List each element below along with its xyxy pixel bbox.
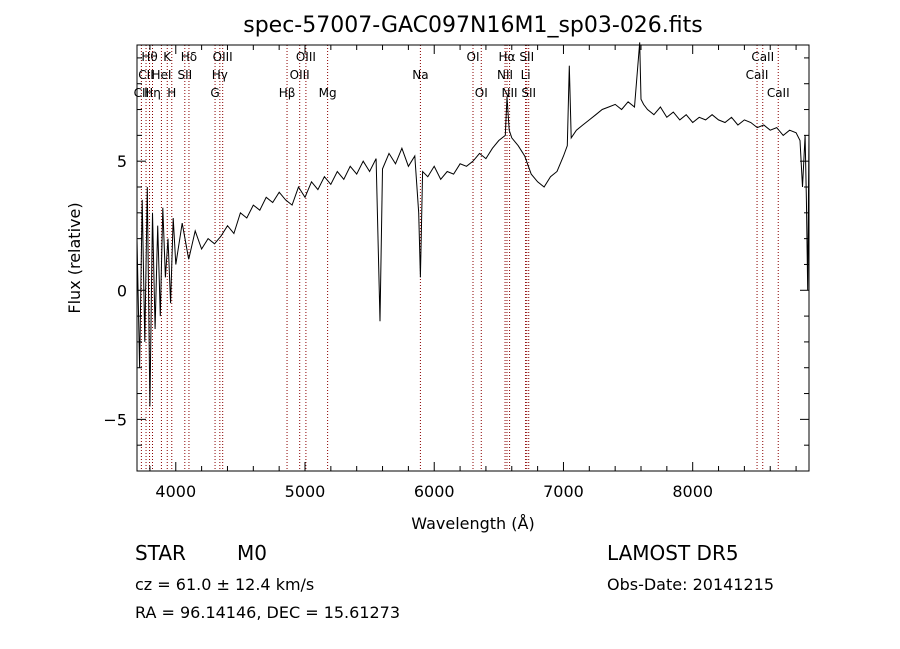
line-marker-label: OIII: [213, 50, 233, 64]
line-marker-label: Hδ: [181, 50, 197, 64]
survey-label: LAMOST DR5: [607, 541, 739, 565]
emission-line-markers: [140, 45, 779, 471]
x-tick-label: 6000: [414, 482, 455, 501]
y-tick-label: 5: [117, 152, 127, 171]
x-tick-label: 5000: [285, 482, 326, 501]
coordinates: RA = 96.14146, DEC = 15.61273: [135, 603, 401, 622]
x-axis-label: Wavelength (Å): [411, 514, 534, 533]
line-marker-label: Hβ: [279, 86, 296, 100]
line-marker-label: Hθ: [141, 50, 157, 64]
line-marker-label: CaII: [767, 86, 790, 100]
y-tick-label: 0: [117, 281, 127, 300]
line-marker-label: G: [210, 86, 219, 100]
x-tick-label: 4000: [155, 482, 196, 501]
line-marker-label: CII: [138, 68, 153, 82]
line-marker-label: SII: [177, 68, 192, 82]
line-marker-label: SII: [519, 50, 534, 64]
object-subclass: M0: [237, 541, 267, 565]
axis-ticks: 4000 5000 6000 7000 8000 −5 0 5: [103, 45, 809, 501]
emission-line-labels: CIICIIHθHηHeIKHSIIHδGHγOIIIHβOIIIOIIIMgN…: [134, 50, 790, 100]
line-marker-label: OI: [467, 50, 480, 64]
line-marker-label: OIII: [296, 50, 316, 64]
line-marker-label: Li: [521, 68, 531, 82]
line-marker-label: H: [167, 86, 176, 100]
line-marker-label: OI: [475, 86, 488, 100]
object-class: STAR: [135, 541, 186, 565]
line-marker-label: CaII: [751, 50, 774, 64]
line-marker-label: Hη: [144, 86, 161, 100]
line-marker-label: OIII: [290, 68, 310, 82]
cz-readout: cz = 61.0 ± 12.4 km/s: [135, 575, 315, 594]
line-marker-label: Mg: [319, 86, 337, 100]
y-axis-label: Flux (relative): [65, 202, 84, 313]
line-marker-label: Hα: [499, 50, 516, 64]
y-tick-label: −5: [103, 410, 127, 429]
line-marker-label: NII: [502, 86, 518, 100]
line-marker-label: K: [163, 50, 172, 64]
obs-date: Obs-Date: 20141215: [607, 575, 775, 594]
line-marker-label: CII: [134, 86, 149, 100]
chart-title: spec-57007-GAC097N16M1_sp03-026.fits: [243, 13, 703, 38]
x-tick-label: 7000: [543, 482, 584, 501]
x-tick-label: 8000: [672, 482, 713, 501]
line-marker-label: HeI: [151, 68, 171, 82]
line-marker-label: NII: [497, 68, 513, 82]
spectrum-series-line: [136, 42, 810, 407]
line-marker-label: SII: [521, 86, 536, 100]
line-marker-label: Na: [412, 68, 428, 82]
line-marker-label: Hγ: [212, 68, 228, 82]
line-marker-label: CaII: [746, 68, 769, 82]
